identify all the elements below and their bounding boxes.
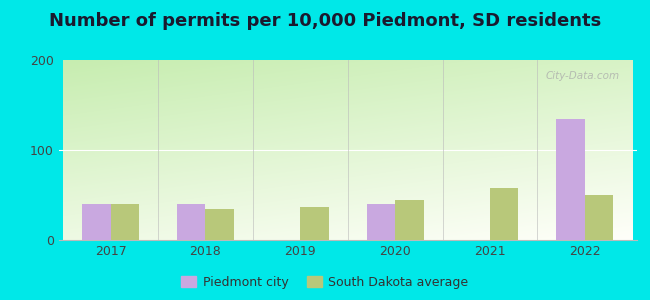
Bar — [585, 195, 614, 240]
Text: City-Data.com: City-Data.com — [545, 71, 619, 81]
Bar — [177, 204, 205, 240]
Bar — [490, 188, 519, 240]
Bar — [300, 207, 329, 240]
Bar — [111, 204, 139, 240]
Bar — [82, 204, 111, 240]
Text: Number of permits per 10,000 Piedmont, SD residents: Number of permits per 10,000 Piedmont, S… — [49, 12, 601, 30]
Bar — [205, 208, 234, 240]
Bar — [395, 200, 424, 240]
Bar — [556, 118, 585, 240]
Legend: Piedmont city, South Dakota average: Piedmont city, South Dakota average — [176, 271, 474, 294]
Bar — [367, 204, 395, 240]
